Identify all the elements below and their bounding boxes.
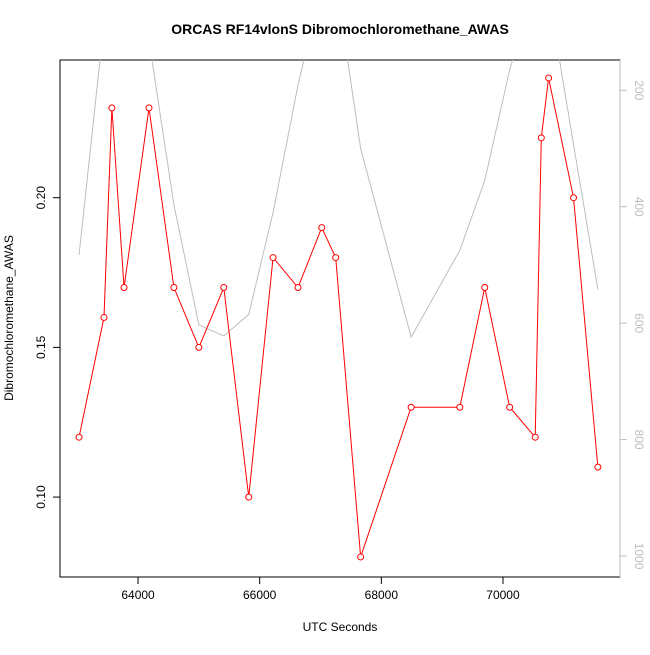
data-point — [357, 553, 365, 561]
x-tick-label: 66000 — [243, 588, 277, 602]
y2-tick-label: 1000 — [632, 543, 646, 570]
data-point — [75, 433, 83, 441]
y2-tick-label: 400 — [632, 197, 646, 217]
data-point — [506, 403, 514, 411]
data-point — [108, 104, 116, 112]
data-point — [269, 254, 277, 262]
y-axis-label: Dibromochloromethane_AWAS — [2, 235, 16, 401]
x-tick-label: 64000 — [121, 588, 155, 602]
plot-area — [75, 60, 602, 561]
y2-tick-label: 200 — [632, 80, 646, 100]
data-point — [481, 284, 489, 292]
chart-title: ORCAS RF14vlonS Dibromochloromethane_AWA… — [171, 21, 509, 37]
data-point — [220, 284, 228, 292]
data-point — [318, 224, 326, 232]
data-point — [100, 313, 108, 321]
data-point — [531, 433, 539, 441]
y-tick-label: 0.15 — [34, 335, 48, 359]
data-point — [594, 463, 602, 471]
data-point — [245, 493, 253, 501]
data-point — [407, 403, 415, 411]
y-tick-label: 0.20 — [34, 186, 48, 210]
data-point — [195, 343, 203, 351]
data-point — [456, 403, 464, 411]
data-point — [537, 134, 545, 142]
x-tick-label: 70000 — [486, 588, 520, 602]
y2-tick-label: 800 — [632, 430, 646, 450]
data-point — [120, 284, 128, 292]
y2-tick-label: 600 — [632, 313, 646, 333]
data-point — [294, 284, 302, 292]
data-point — [545, 74, 553, 82]
data-point — [570, 194, 578, 202]
data-point — [170, 284, 178, 292]
data-point — [145, 104, 153, 112]
y-tick-label: 0.10 — [34, 485, 48, 509]
x-axis-label: UTC Seconds — [303, 620, 378, 634]
x-tick-label: 68000 — [365, 588, 399, 602]
data-point — [332, 254, 340, 262]
